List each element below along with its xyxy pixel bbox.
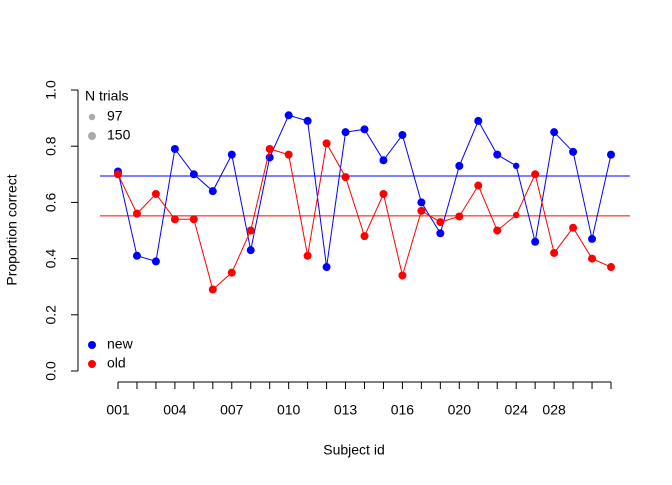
legend-label: old	[107, 355, 126, 371]
x-tick-label: 001	[106, 402, 130, 418]
data-point	[303, 116, 312, 125]
data-point	[151, 257, 160, 266]
data-point	[455, 212, 464, 221]
data-point	[284, 150, 293, 159]
legend-marker	[88, 341, 96, 349]
data-point	[303, 251, 312, 260]
data-point	[170, 215, 179, 224]
data-point	[227, 268, 236, 277]
x-tick-label: 020	[448, 402, 472, 418]
data-point	[550, 248, 559, 257]
data-point	[550, 128, 559, 137]
y-tick-label: 0.6	[43, 192, 59, 212]
x-tick-label: 024	[505, 402, 529, 418]
data-point	[379, 189, 388, 198]
legend-marker	[88, 360, 96, 368]
data-point	[455, 161, 464, 170]
data-point	[322, 263, 331, 272]
data-point	[170, 145, 179, 154]
x-tick-label: 004	[163, 402, 187, 418]
data-point	[588, 234, 597, 243]
size-legend-title: N trials	[85, 88, 129, 104]
data-point	[114, 170, 122, 179]
data-point	[436, 229, 445, 238]
data-point	[246, 226, 255, 235]
y-tick-label: 0.8	[43, 136, 59, 156]
size-legend-marker	[88, 113, 96, 121]
data-point	[189, 215, 198, 224]
data-point	[398, 271, 407, 280]
data-point	[360, 232, 369, 241]
data-point	[531, 237, 540, 246]
data-point	[360, 125, 369, 134]
legend-label: new	[107, 336, 134, 352]
data-point	[417, 198, 426, 207]
data-point	[569, 223, 578, 232]
x-tick-label: 013	[334, 402, 358, 418]
size-legend-label: 97	[107, 108, 123, 124]
data-point	[284, 111, 293, 120]
data-point	[512, 162, 520, 170]
data-point	[189, 170, 198, 179]
data-point	[417, 206, 426, 215]
data-point	[493, 226, 502, 235]
data-point	[227, 150, 236, 159]
data-point	[607, 263, 615, 272]
data-point	[493, 150, 502, 159]
x-tick-label: 007	[220, 402, 244, 418]
data-point	[569, 147, 578, 156]
y-tick-label: 0.2	[43, 305, 59, 325]
data-point	[436, 218, 445, 227]
x-tick-label: 016	[391, 402, 415, 418]
data-point	[341, 173, 350, 182]
data-point	[265, 145, 274, 154]
data-point	[474, 181, 483, 190]
x-tick-label: 010	[277, 402, 301, 418]
data-point	[398, 130, 407, 139]
x-tick-label: 028	[542, 402, 566, 418]
data-point	[132, 209, 141, 218]
size-legend-marker	[88, 132, 96, 140]
data-point	[531, 170, 540, 179]
data-point	[208, 187, 217, 196]
data-point	[341, 128, 350, 137]
size-legend-label: 150	[107, 127, 131, 143]
data-point	[322, 139, 331, 148]
data-point	[246, 246, 255, 255]
data-point	[151, 189, 160, 198]
x-axis-label: Subject id	[323, 442, 384, 458]
data-point	[607, 150, 615, 159]
y-tick-label: 1.0	[43, 80, 59, 100]
data-point	[474, 116, 483, 125]
data-point	[512, 211, 520, 219]
y-axis-label: Proportion correct	[4, 174, 20, 285]
data-point	[208, 285, 217, 294]
data-point	[588, 254, 597, 263]
data-point	[132, 251, 141, 260]
y-tick-label: 0.4	[43, 249, 59, 269]
y-tick-label: 0.0	[43, 361, 59, 381]
data-point	[379, 156, 388, 165]
